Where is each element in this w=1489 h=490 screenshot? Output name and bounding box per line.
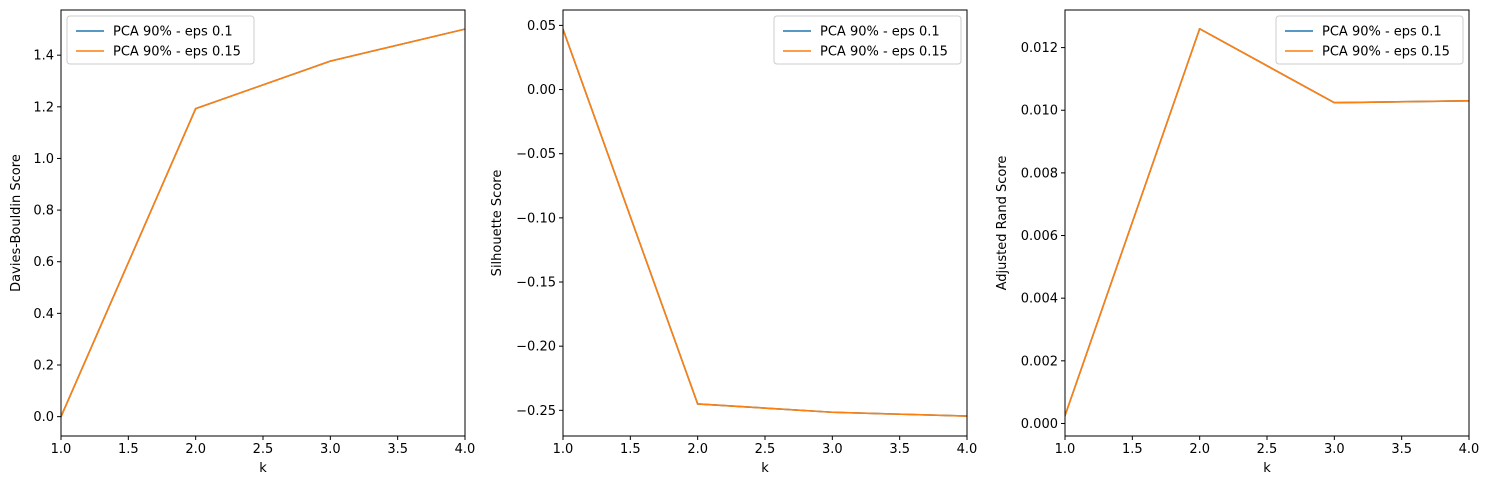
y-tick-label: 0.000 — [1021, 417, 1058, 432]
x-tick-label: 2.0 — [185, 442, 206, 457]
x-tick-label: 1.5 — [1122, 442, 1143, 457]
x-tick-label: 3.5 — [889, 442, 910, 457]
y-tick-label: −0.10 — [516, 211, 556, 226]
y-tick-label: −0.25 — [516, 404, 556, 419]
x-tick-label: 4.0 — [957, 442, 978, 457]
x-tick-label: 3.0 — [320, 442, 341, 457]
data-point — [195, 108, 197, 110]
y-tick-label: 0.00 — [527, 83, 556, 98]
x-tick-label: 1.5 — [118, 442, 139, 457]
y-tick-label: 0.2 — [33, 359, 54, 374]
y-tick-label: 0.012 — [1021, 41, 1058, 56]
y-tick-label: 0.002 — [1021, 354, 1058, 369]
y-axis-label: Davies-Bouldin Score — [9, 154, 24, 292]
x-axis-label: k — [761, 461, 769, 476]
y-tick-label: 0.008 — [1021, 166, 1058, 181]
legend-label: PCA 90% - eps 0.15 — [820, 45, 948, 60]
legend: PCA 90% - eps 0.1 PCA 90% - eps 0.15 — [774, 16, 961, 64]
x-tick-label: 3.0 — [1324, 442, 1345, 457]
x-tick-label: 1.0 — [1055, 442, 1076, 457]
data-point — [1199, 28, 1201, 30]
legend-label: PCA 90% - eps 0.1 — [1322, 25, 1442, 40]
x-tick-label: 3.5 — [1391, 442, 1412, 457]
legend-label: PCA 90% - eps 0.15 — [1322, 45, 1450, 60]
x-tick-label: 1.0 — [51, 442, 72, 457]
legend: PCA 90% - eps 0.1 PCA 90% - eps 0.15 — [67, 16, 254, 64]
x-tick-label: 4.0 — [455, 442, 476, 457]
x-tick-label: 2.0 — [687, 442, 708, 457]
x-tick-label: 3.5 — [387, 442, 408, 457]
y-tick-label: 1.0 — [33, 152, 54, 167]
legend-label: PCA 90% - eps 0.1 — [820, 25, 940, 40]
y-tick-label: −0.05 — [516, 147, 556, 162]
data-point — [697, 403, 699, 405]
y-tick-label: 0.8 — [33, 204, 54, 219]
y-tick-label: 1.2 — [33, 100, 54, 115]
y-tick-label: 0.4 — [33, 307, 54, 322]
y-tick-label: −0.15 — [516, 276, 556, 291]
y-tick-label: 0.010 — [1021, 104, 1058, 119]
data-point — [1334, 102, 1336, 104]
y-tick-label: 1.4 — [33, 49, 54, 64]
y-tick-label: 0.006 — [1021, 229, 1058, 244]
x-tick-label: 2.5 — [1257, 442, 1278, 457]
y-axis-label: Adjusted Rand Score — [995, 156, 1010, 291]
x-tick-label: 3.0 — [822, 442, 843, 457]
y-tick-label: −0.20 — [516, 340, 556, 355]
x-axis-label: k — [1263, 461, 1271, 476]
y-tick-label: 0.05 — [527, 19, 556, 34]
legend: PCA 90% - eps 0.1 PCA 90% - eps 0.15 — [1276, 16, 1463, 64]
x-tick-label: 2.5 — [253, 442, 274, 457]
y-tick-label: 0.6 — [33, 255, 54, 270]
x-tick-label: 2.5 — [755, 442, 776, 457]
y-tick-label: 0.0 — [33, 410, 54, 425]
y-tick-label: 0.004 — [1021, 292, 1058, 307]
x-tick-label: 2.0 — [1189, 442, 1210, 457]
y-axis-label: Silhouette Score — [490, 170, 505, 277]
data-point — [832, 411, 834, 413]
legend-label: PCA 90% - eps 0.1 — [113, 25, 233, 40]
x-tick-label: 4.0 — [1459, 442, 1480, 457]
x-tick-label: 1.0 — [553, 442, 574, 457]
legend-label: PCA 90% - eps 0.15 — [113, 45, 241, 60]
data-point — [330, 60, 332, 62]
x-tick-label: 1.5 — [620, 442, 641, 457]
x-axis-label: k — [259, 461, 267, 476]
